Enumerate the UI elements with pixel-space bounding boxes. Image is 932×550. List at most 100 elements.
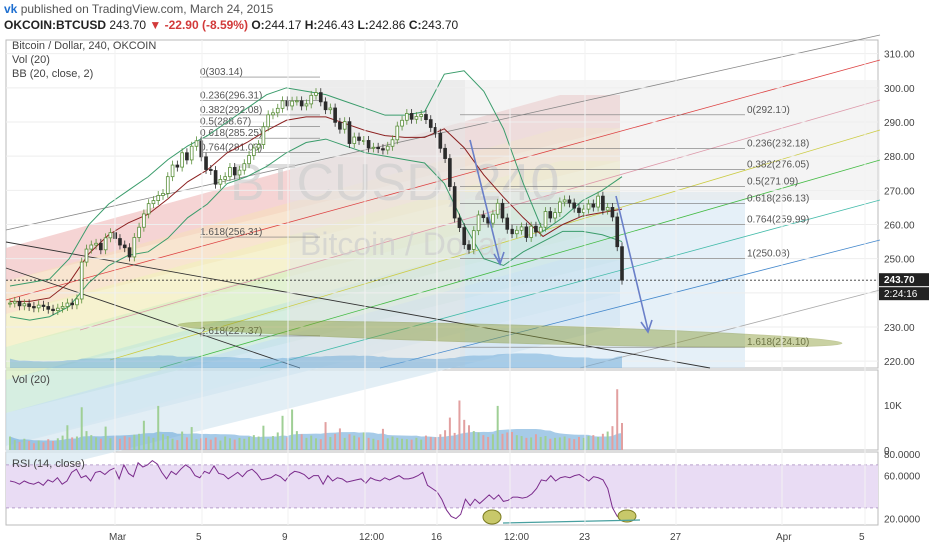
time-tick: 12:00 [359,532,384,543]
candle-body [452,186,457,219]
volume-bar [85,431,88,450]
candle-body [318,92,323,103]
candle-body [328,107,333,111]
candle-body [218,178,223,185]
arrow-head [493,251,505,266]
volume-bar [621,423,623,450]
volume-bar [582,437,585,450]
vol-pane-title[interactable]: Vol (20) [12,374,50,386]
candle-body [304,103,309,107]
volume-bar [257,436,260,450]
volume-bar [219,440,222,450]
candle-body [476,214,481,232]
volume-bar [147,436,150,450]
volume-bar [601,433,604,450]
candle-body [376,146,380,150]
candle-body [409,113,414,120]
close-label: C: [408,18,422,32]
volume-bar [190,427,193,450]
candle-body [514,229,519,235]
main-study-bb[interactable]: BB (20, close, 2) [12,68,94,80]
channel-line [5,59,881,301]
price-tick: 230.00 [884,323,915,334]
candle-body [605,207,610,211]
volume-bar [348,434,351,450]
candle-body [108,232,113,239]
candle-body [419,114,424,117]
volume-bar [439,434,442,450]
candle-body [103,237,108,251]
price-tick: 270.00 [884,186,915,197]
main-volume-area [10,353,622,368]
candle-body [41,304,46,307]
volume-bar [138,433,141,450]
volume-bar [262,425,265,450]
candle-body [323,101,328,111]
candle-body [295,100,299,103]
volume-bar [429,436,432,450]
volume-bar [592,435,595,450]
candle-body [94,242,98,246]
volume-bar [152,437,155,450]
candle-body [548,211,553,219]
candle-body [127,247,132,258]
volume-bar [396,437,399,450]
volume-bar [534,434,537,450]
candle-body [280,100,285,109]
volume-bar [506,432,509,450]
candle-body [237,169,242,176]
main-study-vol[interactable]: Vol (20) [12,54,50,66]
candle-body [577,207,581,213]
time-tick: Apr [776,532,792,543]
rsi-trend-line [502,519,641,524]
volume-bar [185,437,188,450]
volume-bar [381,428,384,450]
candle-body [347,121,352,144]
price-change: ▼ -22.90 (-8.59%) [149,18,248,32]
volume-bar [142,420,145,450]
candle-body [390,139,395,147]
trend-line [5,267,301,369]
volume-bar [300,434,303,450]
published-text: published on TradingView.com, March 24, … [20,2,274,16]
close-value: 243.70 [421,18,459,32]
volume-bar [118,438,121,450]
volume-bar [338,428,341,450]
candle-body [562,199,567,203]
volume-bar [611,426,614,450]
candle-body [491,213,495,224]
volume-bar [243,438,246,450]
volume-bar [329,436,332,450]
rsi-pane-title[interactable]: RSI (14, close) [12,458,85,470]
candle-body [519,226,524,231]
volume-bar [80,407,83,450]
time-tick: 23 [579,532,591,543]
arrow-head [640,319,653,334]
volume-bar [391,436,394,450]
fib-label: 0.764(281.03) [200,143,262,154]
volume-tick: 10K [884,401,902,412]
candle-body [175,164,180,168]
candle-body [299,100,304,107]
last-price-tag [879,273,929,287]
volume-bar [90,435,93,450]
volume-bar [544,436,547,450]
candle-body [596,195,600,208]
candle-body [12,300,17,304]
candle-body [424,114,428,121]
open-label: O: [251,18,265,32]
candle-body [481,214,486,219]
publisher-user[interactable]: vk [4,2,18,16]
candle-body [32,306,36,309]
candle-body [266,114,271,128]
volume-bar [539,436,542,450]
volume-bar [319,439,322,450]
volume-bar [238,437,241,450]
volume-bar [37,440,40,450]
watermark-big: BTCUSD, 240 [230,154,559,212]
ticker-line: OKCOIN:BTCUSD 243.70 ▼ -22.90 (-8.59%) O… [4,18,458,32]
price-tick: 220.00 [884,357,915,368]
volume-bar [491,434,494,450]
